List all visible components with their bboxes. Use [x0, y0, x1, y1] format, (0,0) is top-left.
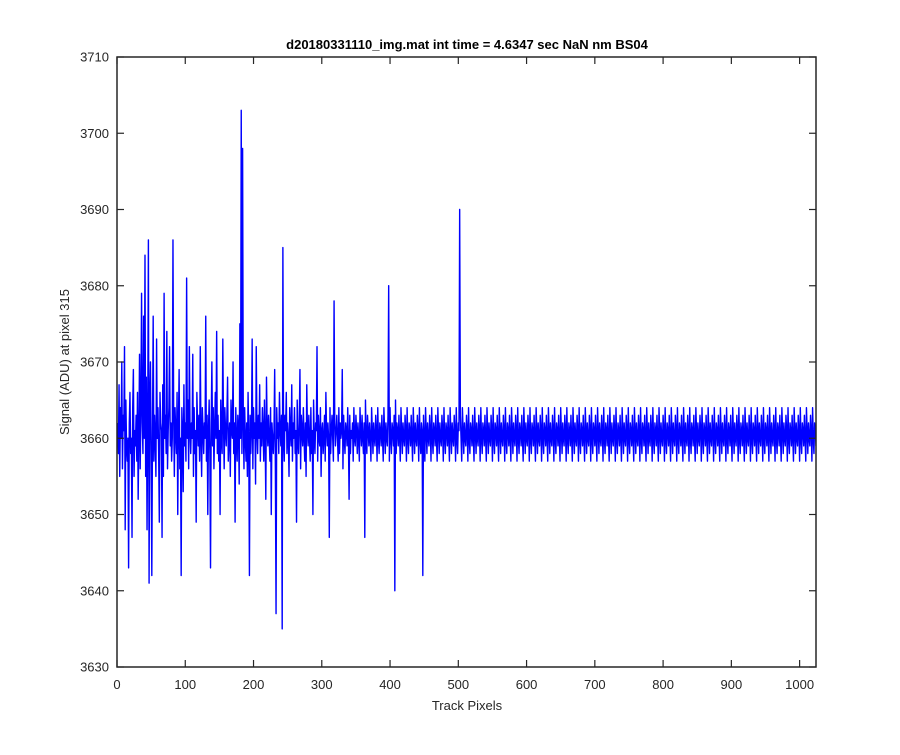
plot-area: [117, 57, 816, 667]
x-tick-label: 200: [243, 677, 265, 692]
x-tick-label: 700: [584, 677, 606, 692]
x-tick-label: 500: [447, 677, 469, 692]
axes: [116, 56, 817, 668]
x-tick-label: 100: [174, 677, 196, 692]
plot-area-background: [117, 57, 816, 667]
y-tick-label: 3640: [80, 583, 109, 598]
y-tick-label: 3710: [80, 50, 109, 65]
chart-title: d20180331110_img.mat int time = 4.6347 s…: [286, 37, 648, 52]
data-layer: [117, 109, 816, 630]
y-tick-label: 3690: [80, 202, 109, 217]
series-line-0: [117, 109, 816, 630]
x-axis-label: Track Pixels: [432, 698, 503, 713]
y-tick-label: 3670: [80, 355, 109, 370]
y-tick-label: 3630: [80, 660, 109, 675]
x-tick-label: 800: [652, 677, 674, 692]
x-tick-label: 400: [379, 677, 401, 692]
y-axis-label: Signal (ADU) at pixel 315: [57, 289, 72, 435]
y-tick-label: 3650: [80, 507, 109, 522]
y-tick-label: 3660: [80, 431, 109, 446]
x-tick-label: 900: [721, 677, 743, 692]
x-tick-label: 600: [516, 677, 538, 692]
x-tick-label: 1000: [785, 677, 814, 692]
y-tick-label: 3680: [80, 278, 109, 293]
y-tick-label: 3700: [80, 126, 109, 141]
x-tick-label: 0: [113, 677, 120, 692]
tick-labels: 0 100 200 300 400 500 600 700 800 900 1000 3630 3640…: [80, 50, 814, 693]
x-tick-label: 300: [311, 677, 333, 692]
